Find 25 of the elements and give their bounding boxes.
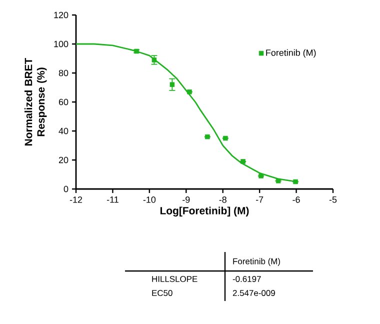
- point: [170, 82, 175, 87]
- y-tick-label: 60: [58, 98, 68, 106]
- x-tick-label: -9: [182, 196, 190, 203]
- point: [152, 58, 157, 62]
- y-tick-label: 40: [58, 128, 68, 134]
- y-tick-label: 80: [58, 70, 68, 76]
- x-tick-label: -5: [329, 196, 337, 203]
- y-tick-label: 120: [54, 12, 68, 18]
- y-tick-label: 20: [58, 156, 68, 164]
- y-axis-title: Normalized BRET Response (%): [24, 58, 47, 146]
- text: Foretinib (M): [233, 258, 280, 266]
- text: HILLSLOPE: [152, 276, 198, 282]
- y-tick-label: 100: [54, 40, 68, 48]
- legend-label: Foretinib (M): [266, 49, 316, 58]
- x-tick-label: -10: [143, 196, 156, 203]
- x-axis-title: Log[Foretinib] (M): [160, 206, 249, 216]
- x-tick-label: -6: [292, 196, 300, 203]
- y-tick-label: 0: [64, 186, 68, 192]
- x-tick-label: -8: [219, 196, 226, 203]
- text: EC50: [152, 290, 172, 296]
- x-tick-label: -7: [256, 196, 264, 203]
- x-tick-label: -12: [70, 196, 82, 203]
- text: 2.547e-009: [232, 290, 275, 296]
- x-tick-label: -11: [106, 196, 118, 203]
- text: -0.6197: [232, 276, 261, 282]
